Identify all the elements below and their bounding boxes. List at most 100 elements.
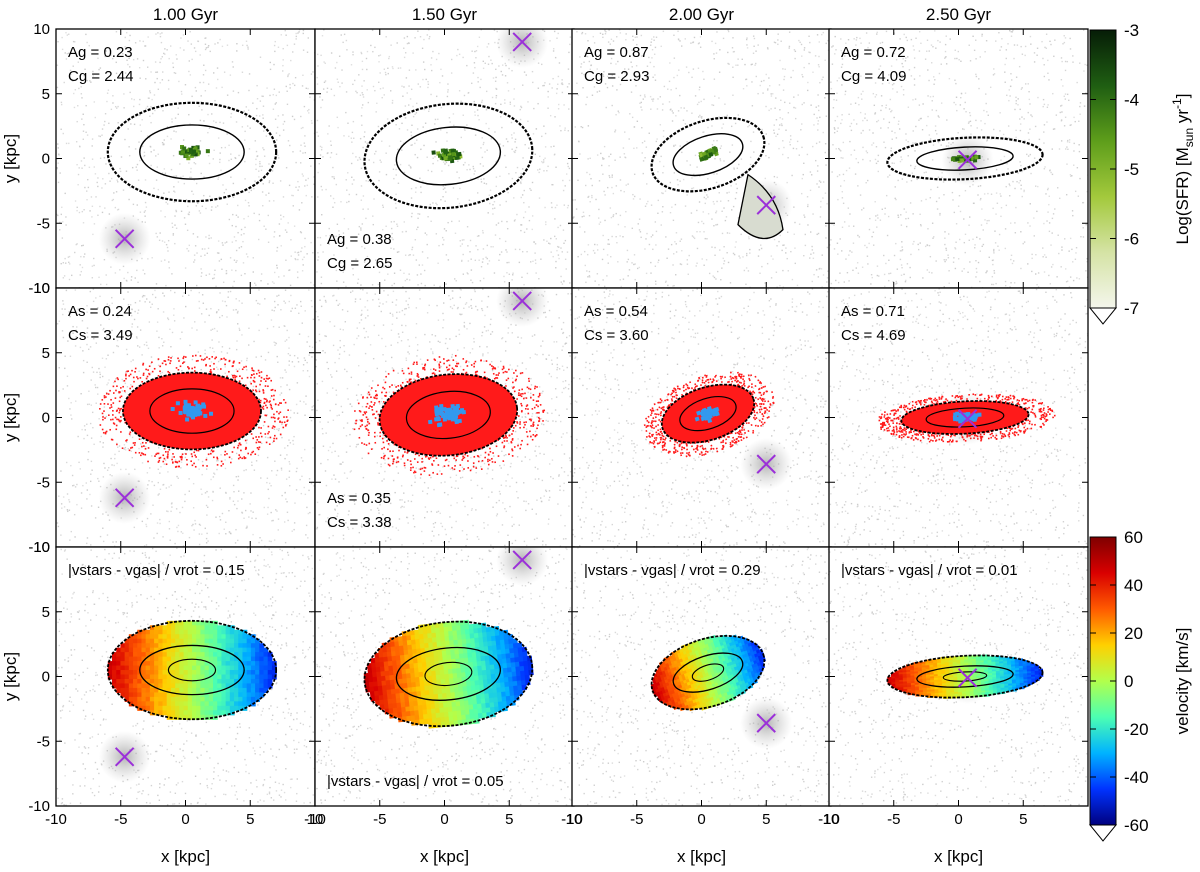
panel-annotation: Cg = 2.93 (584, 68, 649, 85)
panel-r1-c2: As = 0.54 Cs = 3.60 (571, 287, 832, 548)
time-title-1: 1.50 Gyr (412, 5, 478, 24)
panel-annotation: Ag = 0.72 (841, 44, 906, 61)
velocity-field (363, 619, 534, 729)
velocity-field (106, 619, 278, 721)
stellar-distribution (353, 354, 546, 477)
panel-annotation: Ag = 0.87 (584, 44, 649, 61)
x-axis-label: x [kpc] (677, 847, 726, 866)
panel-r2-c0: |vstars - vgas| / vrot = 0.15 (55, 546, 316, 807)
y-tick-label: 10 (33, 539, 50, 556)
y-axis-label: y [kpc] (1, 652, 20, 701)
x-tick-label: 10 (307, 811, 324, 828)
panel-r0-c3: Ag = 0.72 Cg = 4.09 (828, 28, 1089, 289)
panel-annotation: |vstars - vgas| / vrot = 0.01 (841, 562, 1018, 579)
companion-marker (512, 550, 532, 570)
panel-annotation: Cs = 3.49 (68, 327, 133, 344)
y-tick-label: 0 (42, 410, 50, 427)
panel-r0-c2: Ag = 0.87 Cg = 2.93 (571, 28, 832, 289)
x-tick-label: 0 (181, 811, 189, 828)
panel-annotation: Cg = 4.09 (841, 68, 906, 85)
panel-annotation: Ag = 0.38 (327, 231, 392, 248)
colorbar-extend-arrow (1088, 824, 1118, 842)
x-tick-label: -10 (818, 811, 840, 828)
companion-marker (756, 195, 776, 215)
panel-r0-c1: Ag = 0.38 Cg = 2.65 (314, 28, 575, 289)
x-tick-label: -5 (373, 811, 386, 828)
panel-r1-c1: As = 0.35 Cs = 3.38 (314, 287, 575, 548)
colorbar-tick-label: -40 (1124, 768, 1149, 787)
x-tick-label: -5 (887, 811, 900, 828)
x-tick-label: -5 (630, 811, 643, 828)
x-tick-label: 5 (1019, 811, 1027, 828)
sfr-colorbar: -3 -4 -5 -6 -7 Log(SFR) [Msun yr-1] (1088, 21, 1196, 325)
colorbar-tick-label: 20 (1124, 624, 1143, 643)
x-tick-label: 5 (762, 811, 770, 828)
colorbar-label: velocity [km/s] (1173, 628, 1192, 735)
colorbar-tick-label: 40 (1124, 576, 1143, 595)
x-tick-label: -10 (45, 811, 67, 828)
panel-r0-c0: Ag = 0.23 Cg = 2.44 (55, 28, 316, 289)
companion-marker (114, 488, 135, 508)
colorbar-tick-label: -6 (1124, 230, 1139, 249)
x-tick-label: 0 (440, 811, 448, 828)
y-tick-label: -5 (37, 474, 50, 491)
colorbar-tick-label: -60 (1124, 816, 1149, 835)
y-tick-label: 10 (33, 280, 50, 297)
colorbar-tick-label: 60 (1124, 528, 1143, 547)
background-particles (829, 29, 1088, 288)
panel-annotation: |vstars - vgas| / vrot = 0.15 (68, 562, 245, 579)
colorbar-tick-label: -3 (1124, 21, 1139, 40)
x-tick-label: -10 (304, 811, 326, 828)
companion-marker (957, 409, 978, 429)
x-axis-label: x [kpc] (420, 847, 469, 866)
panel-r1-c0: As = 0.24 Cs = 3.49 (55, 287, 316, 548)
x-tick-label: 0 (954, 811, 962, 828)
y-tick-label: 5 (42, 604, 50, 621)
stellar-distribution (99, 354, 289, 468)
background-particles (56, 29, 315, 288)
panel-r1-c3: As = 0.71 Cs = 4.69 (828, 287, 1089, 548)
y-tick-label: -10 (28, 798, 50, 815)
x-tick-label: 10 (566, 811, 583, 828)
time-title-2: 2.00 Gyr (669, 5, 735, 24)
panel-annotation: As = 0.24 (68, 303, 132, 320)
x-tick-label: -10 (561, 811, 583, 828)
colorbars: -3 -4 -5 -6 -7 Log(SFR) [Msun yr-1] 60 40 20 0 -20… (1088, 21, 1196, 842)
y-tick-label: -5 (37, 733, 50, 750)
y-tick-label: 0 (42, 151, 50, 168)
companion-marker (756, 454, 776, 474)
panel-annotation: As = 0.71 (841, 303, 905, 320)
companion-marker (756, 713, 776, 733)
y-tick-label: 0 (42, 669, 50, 686)
x-tick-label: 5 (246, 811, 254, 828)
x-axis-label: x [kpc] (161, 847, 210, 866)
panel-annotation: Cs = 3.38 (327, 514, 392, 531)
y-tick-label: 5 (42, 345, 50, 362)
colorbar-label: Log(SFR) [Msun yr-1] (1170, 94, 1196, 245)
time-title-3: 2.50 Gyr (926, 5, 992, 24)
velocity-field (886, 654, 1044, 700)
panel-annotation: Cs = 3.60 (584, 327, 649, 344)
panel-annotation: As = 0.35 (327, 490, 391, 507)
panel-r2-c3: |vstars - vgas| / vrot = 0.01 (828, 546, 1089, 807)
companion-marker (512, 32, 532, 52)
companion-marker (114, 747, 135, 767)
gas-contours (650, 116, 766, 193)
velocity-colorbar: 60 40 20 0 -20 -40 -60 velocity [km/s] (1088, 528, 1192, 842)
colorbar-tick-label: -20 (1124, 720, 1149, 739)
y-axis-label: y [kpc] (1, 134, 20, 183)
x-tick-label: 0 (697, 811, 705, 828)
panel-r2-c2: |vstars - vgas| / vrot = 0.29 (571, 546, 832, 807)
time-titles: 1.00 Gyr 1.50 Gyr 2.00 Gyr 2.50 Gyr (153, 5, 992, 24)
x-tick-label: -5 (114, 811, 127, 828)
x-tick-label: 10 (823, 811, 840, 828)
x-axis-label: x [kpc] (934, 847, 983, 866)
gas-contours (363, 102, 534, 210)
colorbar-tick-label: 0 (1124, 672, 1133, 691)
panel-r2-c1: |vstars - vgas| / vrot = 0.05 (314, 546, 575, 807)
panel-annotation: Cs = 4.69 (841, 327, 906, 344)
y-tick-label: 10 (33, 21, 50, 38)
y-tick-label: -10 (28, 539, 50, 556)
time-title-0: 1.00 Gyr (153, 5, 219, 24)
gas-contours (106, 101, 278, 203)
